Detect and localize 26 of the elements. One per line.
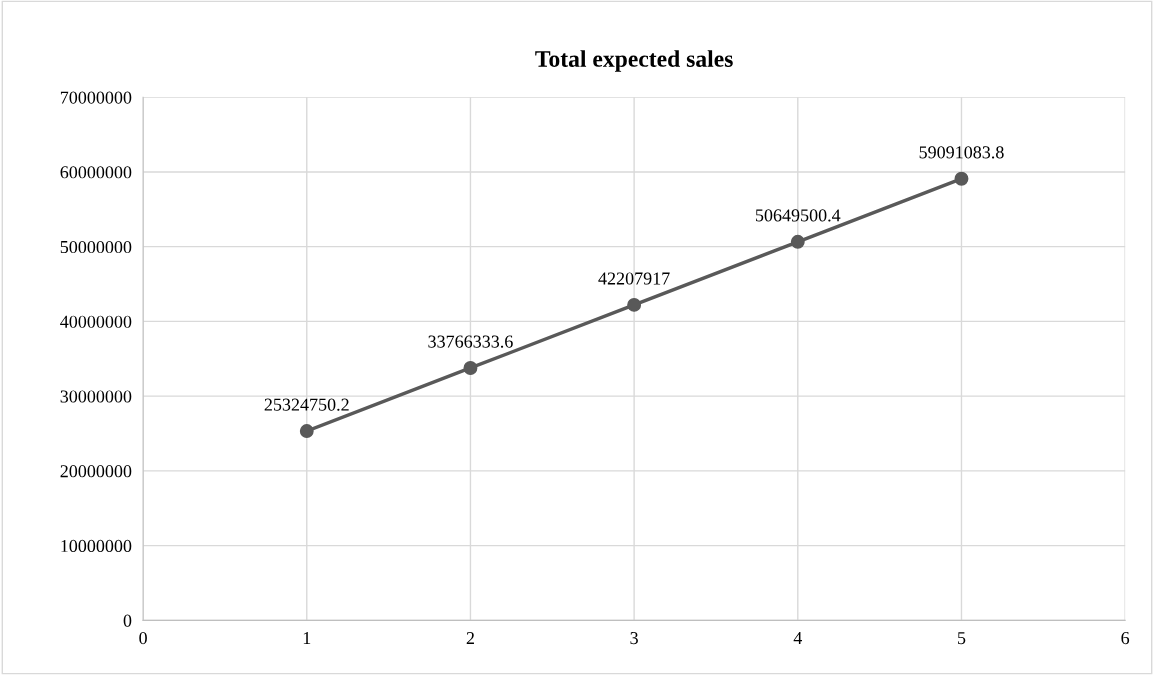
data-label: 42207917 <box>598 272 670 285</box>
point <box>463 361 478 375</box>
x-tick-label: 3 <box>630 632 638 645</box>
data-label: 33766333.6 <box>428 335 513 348</box>
chart-title: Total expected sales <box>535 50 733 72</box>
x-tick-label: 6 <box>1121 632 1130 645</box>
data-label: 25324750.2 <box>264 398 349 411</box>
point <box>299 424 314 439</box>
y-tick-label: 0 <box>123 614 132 627</box>
x-tick-label: 1 <box>303 632 311 644</box>
point <box>954 171 969 186</box>
y-tick-label: 40000000 <box>60 315 132 328</box>
y-tick-label: 30000000 <box>60 390 132 403</box>
y-tick-label: 20000000 <box>60 465 132 478</box>
x-tick-label: 0 <box>139 631 147 645</box>
y-tick-label: 60000000 <box>60 166 132 179</box>
y-tick-label: 70000000 <box>60 91 132 104</box>
point <box>790 234 805 249</box>
x-tick-label: 2 <box>466 632 474 644</box>
y-tick-label: 50000000 <box>60 240 132 254</box>
y-tick-label: 10000000 <box>61 539 132 553</box>
data-label: 50649500.4 <box>755 209 841 222</box>
x-tick-label: 4 <box>793 632 803 644</box>
x-tick-label: 5 <box>958 632 966 645</box>
point <box>627 297 642 312</box>
data-label: 59091083.8 <box>919 146 1004 159</box>
